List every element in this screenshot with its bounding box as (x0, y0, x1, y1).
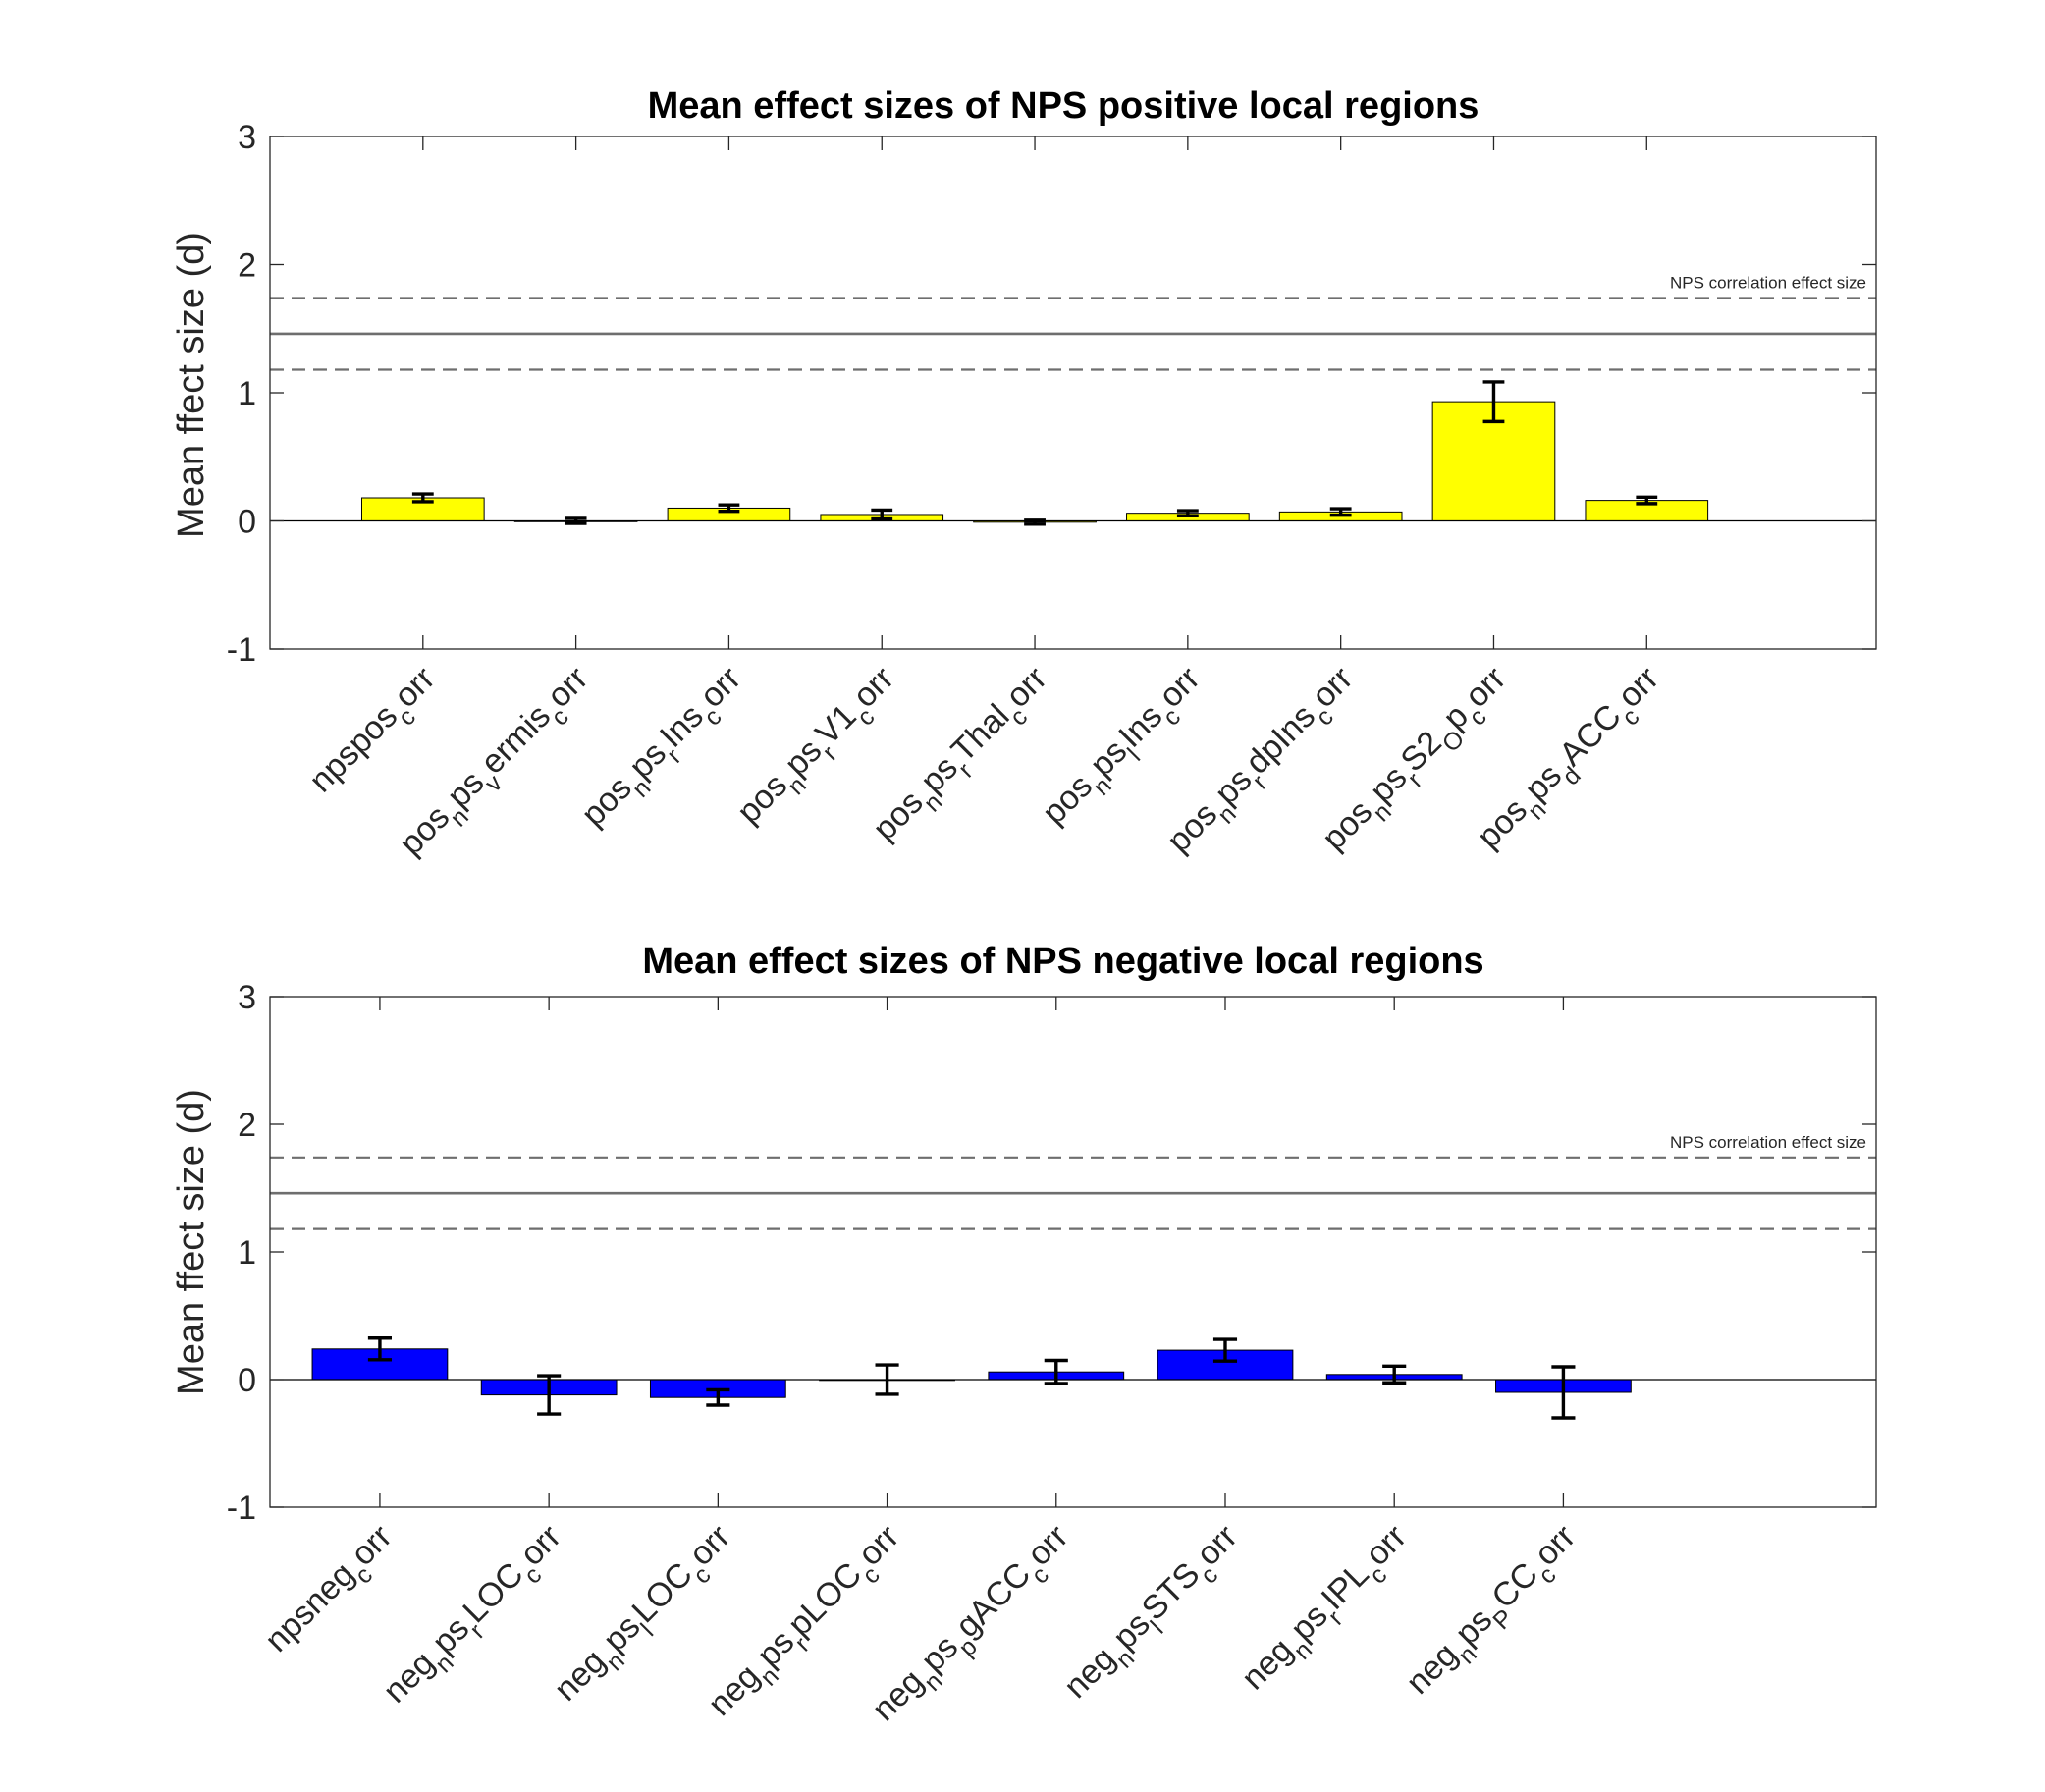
axes-box (269, 136, 1877, 650)
error-bar (1024, 518, 1046, 526)
error-bar (871, 508, 893, 521)
y-tick-label: 2 (238, 1107, 256, 1144)
error-bar (411, 492, 434, 504)
chart-title: Mean effect sizes of NPS negative local … (642, 941, 1483, 982)
chart-title: Mean effect sizes of NPS positive local … (648, 85, 1480, 127)
reference-label: NPS correlation effect size (1670, 273, 1866, 292)
error-bar (718, 503, 740, 514)
y-tick-label: -1 (227, 1490, 256, 1527)
positive-regions-panel: Mean effect sizes of NPS positive local … (171, 85, 1877, 863)
bar-series (270, 1348, 1876, 1398)
error-bar (1382, 1364, 1407, 1385)
error-bar (537, 1374, 562, 1416)
error-bar (367, 1336, 392, 1362)
reference-lines: NPS correlation effect size (270, 273, 1876, 371)
x-tick-label: npsnegcorr (258, 1518, 407, 1667)
y-axis-label: Mean ffect size (d) (171, 1089, 212, 1395)
x-tick-label: negnpsrLOCcorr (376, 1518, 576, 1718)
x-tick-label: negnpsPCCcorr (1399, 1518, 1590, 1710)
error-bar (875, 1363, 899, 1396)
y-tick-label: 3 (238, 119, 256, 156)
x-tick-label: npsposcorr (302, 660, 450, 807)
y-axis-label: Mean ffect size (d) (171, 232, 212, 538)
axes: -1 0 1 2 3 (227, 119, 1877, 669)
x-tick-label: negnpsrIPLcorr (1234, 1518, 1421, 1705)
x-tick-label: negnpslSTScorr (1057, 1518, 1253, 1713)
y-tick-label: 0 (238, 504, 256, 541)
reference-lines: NPS correlation effect size (270, 1133, 1876, 1230)
error-bar (1176, 509, 1199, 517)
bar-series (270, 401, 1876, 523)
y-tick-label: 1 (238, 375, 256, 412)
reference-label: NPS correlation effect size (1670, 1133, 1866, 1152)
error-bars (411, 380, 1658, 526)
x-tick-labels: npsposcorrposnpsvermiscorrposnpsrInscorr… (302, 660, 1666, 863)
error-bars (367, 1336, 1576, 1420)
y-tick-label: -1 (227, 631, 256, 669)
y-tick-label: 1 (238, 1234, 256, 1272)
error-bar (565, 516, 587, 525)
error-bar (1044, 1358, 1068, 1385)
error-bar (1329, 507, 1352, 517)
x-tick-label: posnpsrInscorr (574, 660, 756, 842)
y-tick-label: 0 (238, 1362, 256, 1399)
negative-regions-panel: Mean effect sizes of NPS negative local … (171, 941, 1877, 1728)
error-bar (1551, 1365, 1576, 1420)
y-tick-label: 3 (238, 979, 256, 1016)
error-bar (1212, 1337, 1238, 1363)
axes: -1 0 1 2 3 (227, 979, 1877, 1527)
error-bar (1482, 380, 1505, 424)
axes-box (269, 996, 1877, 1508)
error-bar (706, 1387, 730, 1407)
y-tick-label: 2 (238, 247, 256, 285)
x-tick-labels: npsnegcorrnegnpsrLOCcorrnegnpslLOCcorrne… (258, 1518, 1590, 1728)
error-bar (1636, 495, 1658, 506)
